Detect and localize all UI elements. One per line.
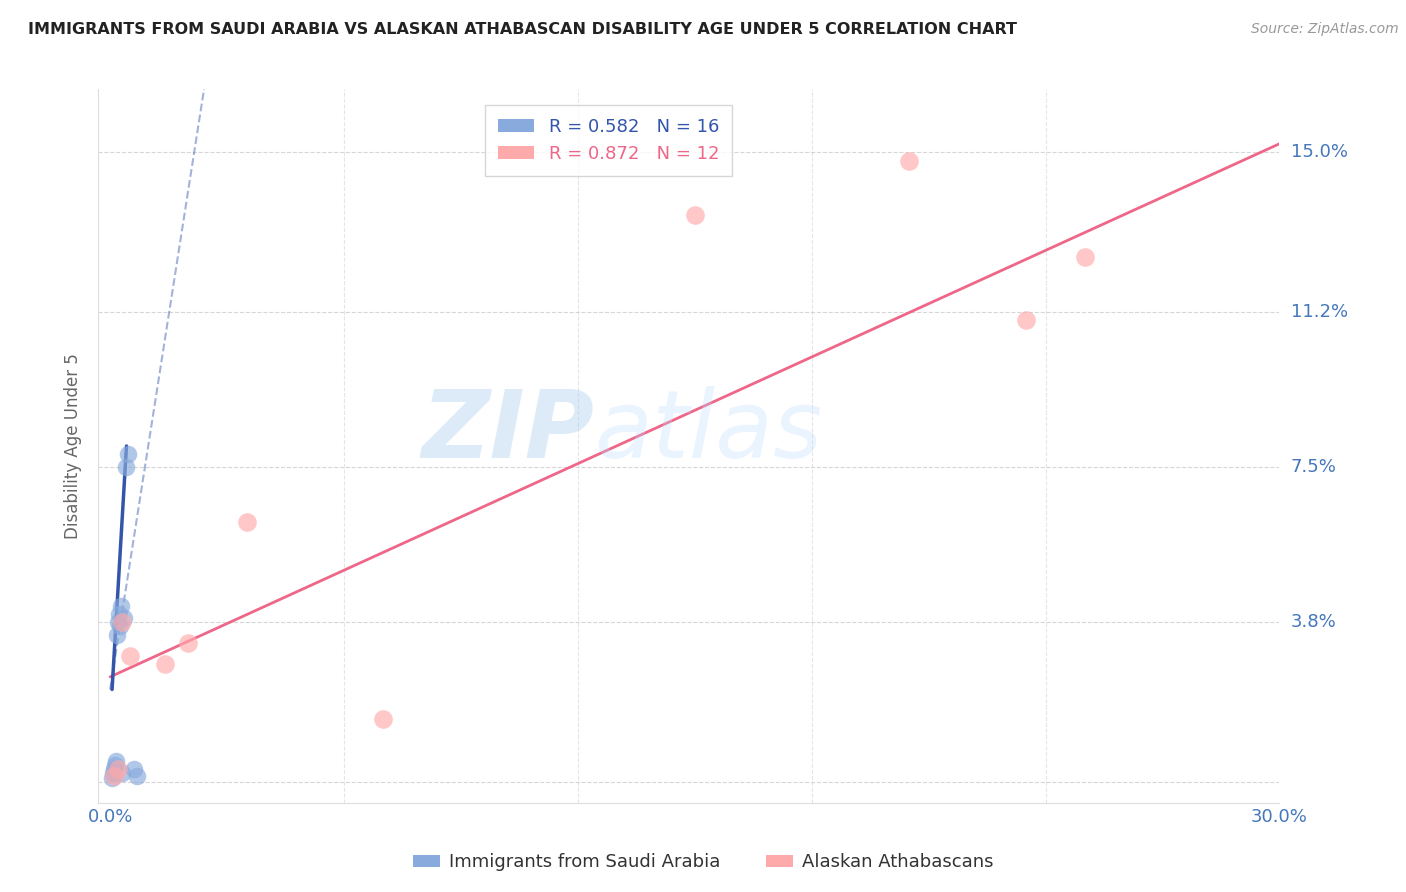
Point (371, 712, 394, 726)
Point (103, 768, 125, 782)
Legend: Immigrants from Saudi Arabia, Alaskan Athabascans: Immigrants from Saudi Arabia, Alaskan At… (406, 847, 1000, 879)
Text: IMMIGRANTS FROM SAUDI ARABIA VS ALASKAN ATHABASCAN DISABILITY AGE UNDER 5 CORREL: IMMIGRANTS FROM SAUDI ARABIA VS ALASKAN … (28, 22, 1017, 37)
Point (114, 460, 136, 475)
Point (122, 762, 145, 776)
Point (177, 636, 200, 650)
Point (153, 657, 176, 672)
Point (1015, 313, 1038, 327)
Text: 15.0%: 15.0% (1291, 143, 1347, 161)
Point (103, 762, 125, 776)
Text: 11.2%: 11.2% (1291, 302, 1348, 321)
Point (112, 611, 135, 625)
Point (110, 599, 132, 613)
Point (104, 758, 127, 772)
Point (108, 619, 131, 633)
Y-axis label: Disability Age Under 5: Disability Age Under 5 (65, 353, 83, 539)
Point (111, 615, 134, 630)
Point (127, 768, 149, 782)
Point (104, 754, 127, 768)
Point (683, 208, 706, 222)
Point (101, 771, 124, 785)
Point (117, 447, 139, 461)
Point (107, 607, 129, 621)
Text: ZIP: ZIP (422, 385, 595, 478)
Point (235, 515, 257, 529)
Point (111, 766, 134, 780)
Legend: R = 0.582   N = 16, R = 0.872   N = 12: R = 0.582 N = 16, R = 0.872 N = 12 (485, 105, 731, 176)
Text: 7.5%: 7.5% (1291, 458, 1337, 476)
Point (118, 648, 141, 663)
Text: atlas: atlas (595, 386, 823, 477)
Text: 3.8%: 3.8% (1291, 614, 1336, 632)
Point (105, 628, 128, 642)
Point (107, 615, 129, 630)
Point (1073, 250, 1095, 264)
Point (107, 762, 129, 776)
Point (898, 153, 921, 168)
Point (103, 766, 125, 780)
Text: Source: ZipAtlas.com: Source: ZipAtlas.com (1251, 22, 1399, 37)
